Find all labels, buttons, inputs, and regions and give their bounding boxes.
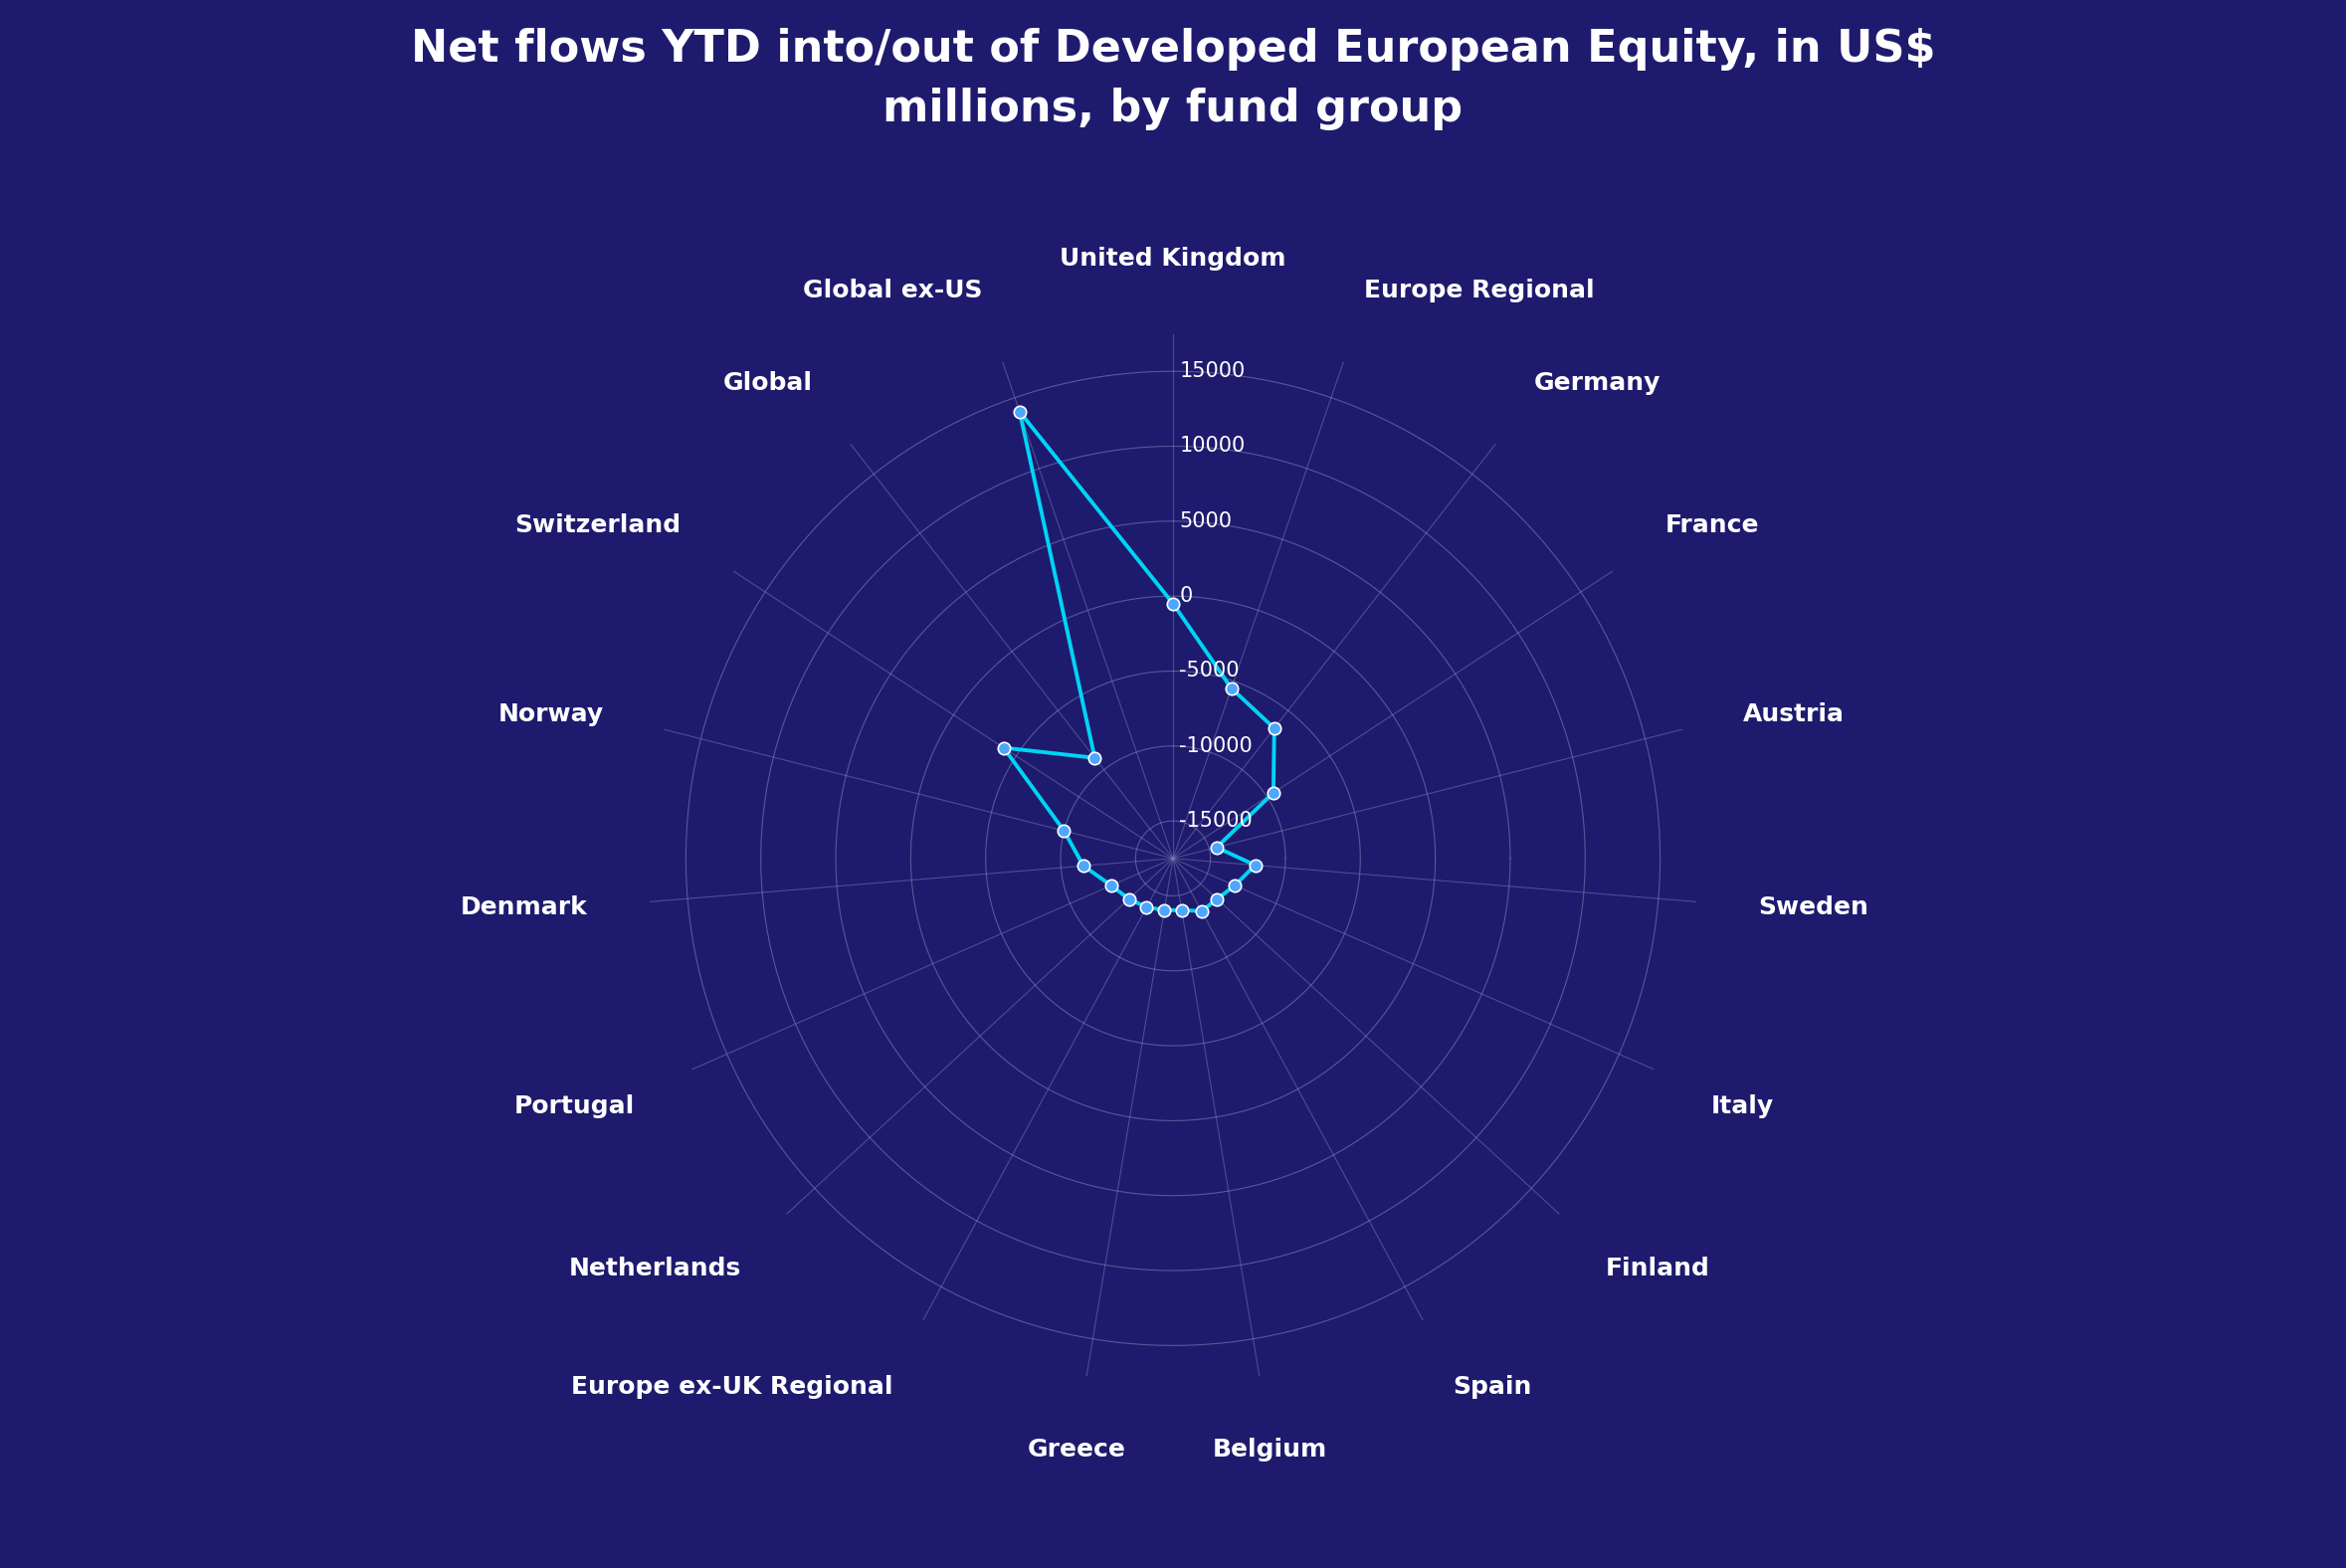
Point [985,735,1023,760]
Text: Norway: Norway [497,702,603,726]
Text: Sweden: Sweden [1760,895,1870,919]
Text: -5000: -5000 [1180,662,1239,681]
Point [1046,818,1084,844]
Text: 10000: 10000 [1180,436,1246,456]
Point [1128,895,1166,920]
Text: Greece: Greece [1028,1438,1126,1461]
Text: Spain: Spain [1452,1375,1532,1399]
Text: Germany: Germany [1534,372,1661,395]
Text: Switzerland: Switzerland [514,513,680,538]
Point [1154,591,1192,616]
Point [1215,873,1253,898]
Text: 5000: 5000 [1180,511,1232,532]
Title: Net flows YTD into/out of Developed European Equity, in US$
millions, by fund gr: Net flows YTD into/out of Developed Euro… [411,28,1935,130]
Point [1002,400,1039,425]
Text: Europe ex-UK Regional: Europe ex-UK Regional [572,1375,894,1399]
Point [1255,781,1293,806]
Point [1199,886,1236,911]
Text: Global ex-US: Global ex-US [802,279,983,303]
Point [1255,715,1293,740]
Text: -15000: -15000 [1180,811,1253,831]
Text: -10000: -10000 [1180,735,1253,756]
Point [1236,853,1274,878]
Text: Netherlands: Netherlands [568,1256,741,1279]
Text: Denmark: Denmark [460,895,586,919]
Point [1145,897,1182,922]
Point [1093,873,1131,898]
Text: Finland: Finland [1605,1256,1710,1279]
Text: United Kingdom: United Kingdom [1060,248,1286,271]
Text: Europe Regional: Europe Regional [1363,279,1595,303]
Text: Belgium: Belgium [1213,1438,1328,1461]
Point [1199,834,1236,859]
Point [1164,897,1201,922]
Text: Austria: Austria [1743,702,1844,726]
Text: Italy: Italy [1710,1094,1774,1118]
Text: 0: 0 [1180,586,1192,607]
Point [1213,676,1250,701]
Point [1110,886,1147,911]
Text: 15000: 15000 [1180,361,1246,381]
Point [1182,898,1220,924]
Point [1077,745,1114,770]
Text: France: France [1666,513,1760,538]
Text: Global: Global [723,372,812,395]
Text: Portugal: Portugal [514,1094,636,1118]
Point [1065,853,1103,878]
